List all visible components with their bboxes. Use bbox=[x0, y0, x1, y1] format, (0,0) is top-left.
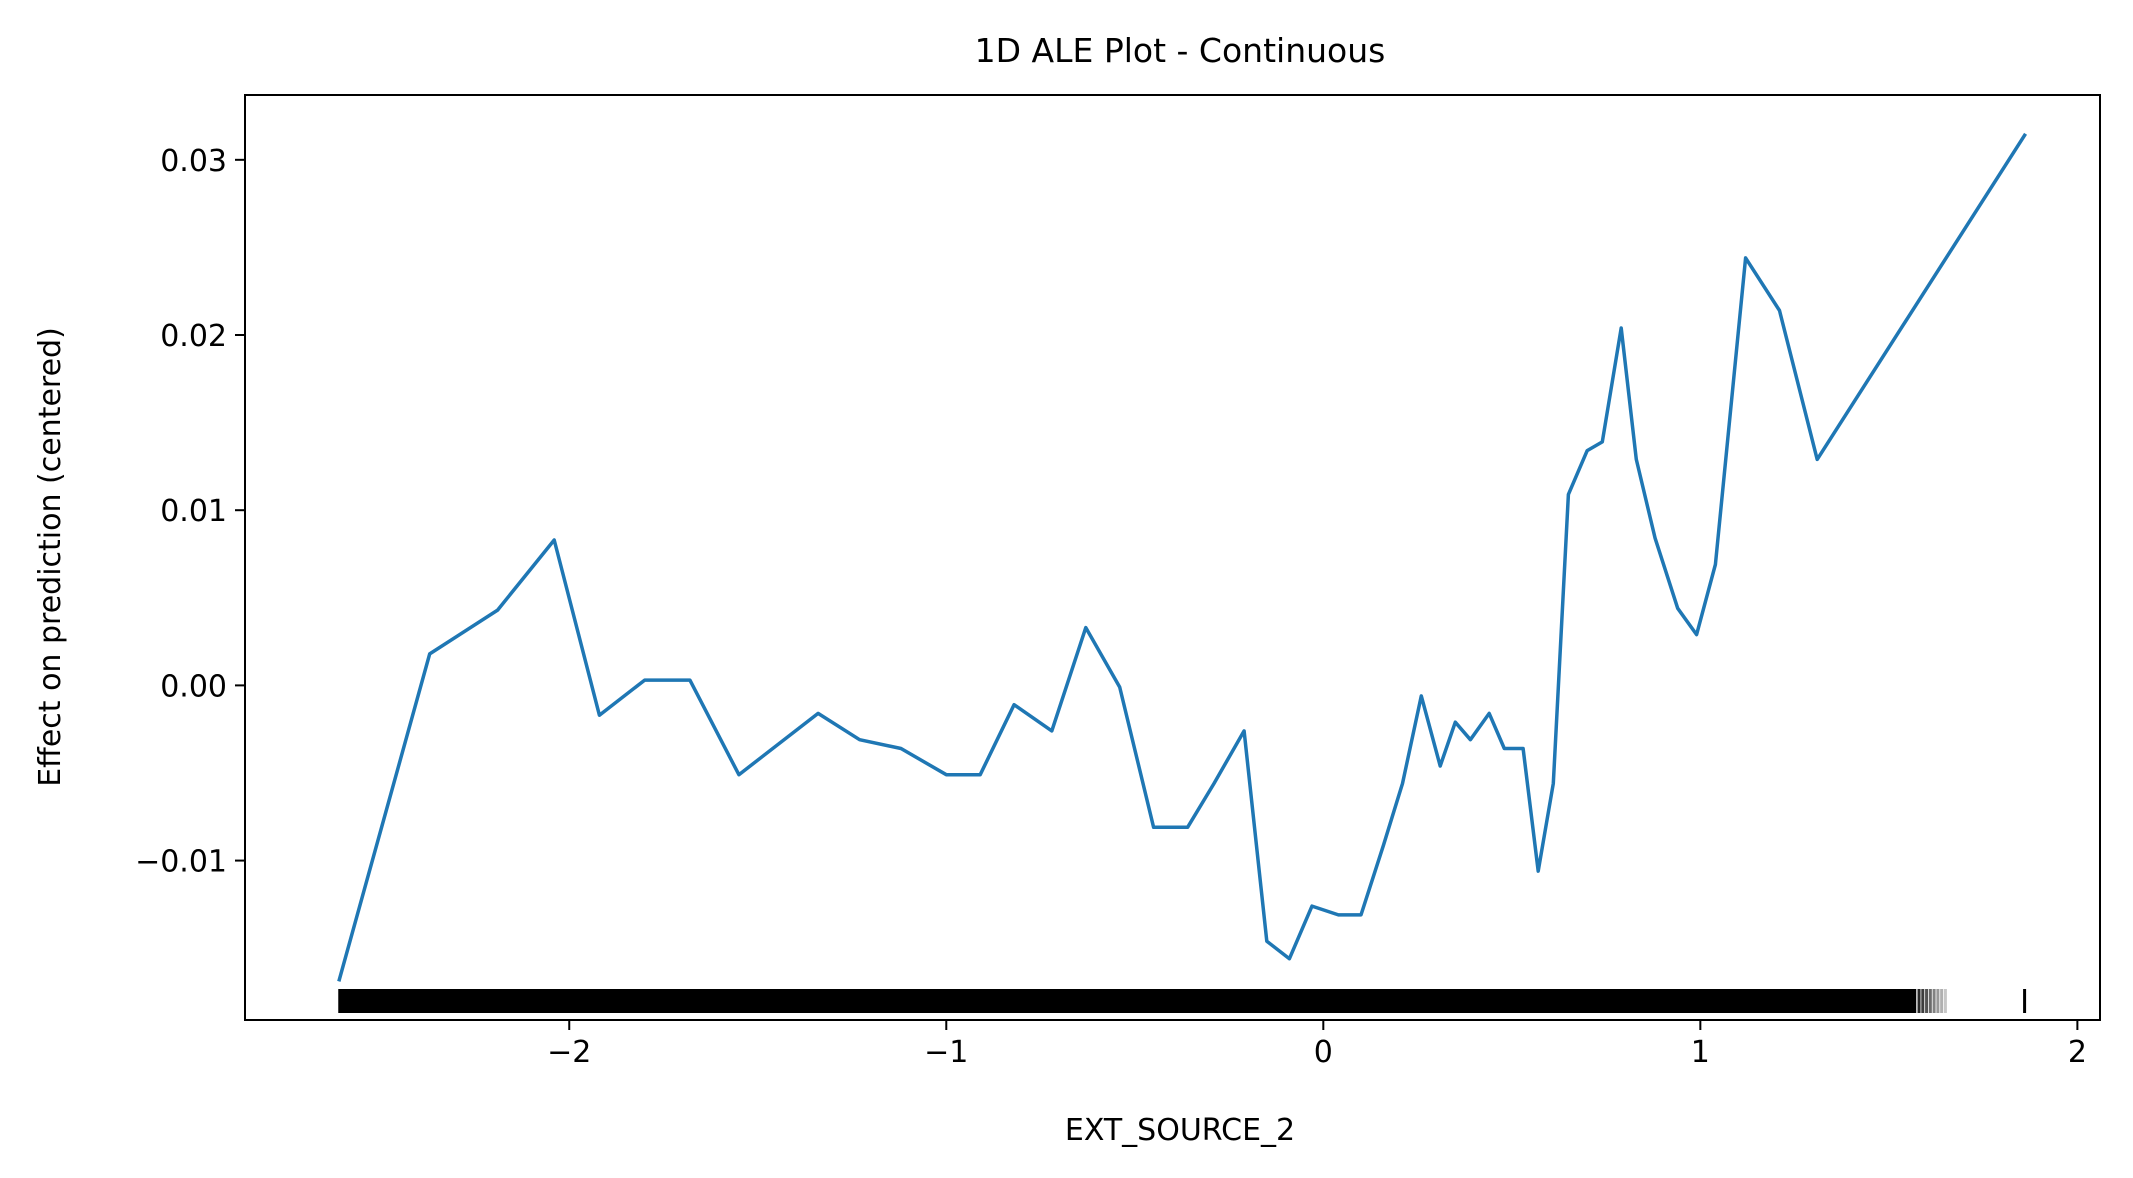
axis-ticks: −2 −1 0 1 2 −0.01 0.00 0.01 0.02 0.03 bbox=[135, 144, 2087, 1070]
y-axis-label: Effect on prediction (centered) bbox=[33, 327, 68, 787]
rug-dense-band bbox=[338, 989, 1917, 1013]
x-tick-label: 2 bbox=[2068, 1035, 2087, 1070]
chart-title: 1D ALE Plot - Continuous bbox=[975, 31, 1386, 70]
y-tick-label: 0.00 bbox=[160, 669, 227, 704]
y-tick-label: 0.03 bbox=[160, 144, 227, 179]
plot-frame bbox=[244, 94, 2101, 1021]
rug-plot bbox=[338, 989, 2027, 1013]
x-tick-label: −2 bbox=[547, 1035, 591, 1070]
x-axis-label: EXT_SOURCE_2 bbox=[1065, 1113, 1295, 1148]
y-tick-label: 0.02 bbox=[160, 319, 227, 354]
series-lines bbox=[337, 132, 2028, 982]
x-tick-label: 0 bbox=[1314, 1035, 1333, 1070]
y-tick-label: −0.01 bbox=[135, 845, 227, 880]
series-line bbox=[337, 132, 2028, 982]
x-tick-label: −1 bbox=[924, 1035, 968, 1070]
y-tick-label: 0.01 bbox=[160, 494, 227, 529]
x-tick-label: 1 bbox=[1691, 1035, 1710, 1070]
